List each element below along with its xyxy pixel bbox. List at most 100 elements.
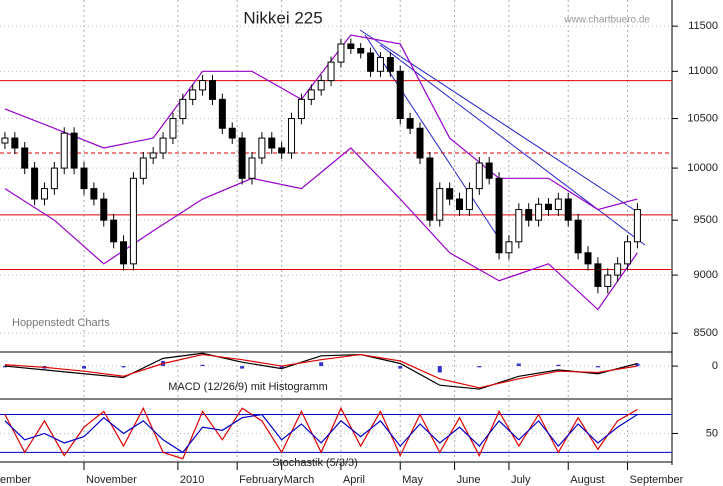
x-tick-label: July xyxy=(511,474,531,486)
candle-body xyxy=(159,137,167,154)
candle-body xyxy=(169,118,177,139)
candle-body xyxy=(525,209,533,221)
panel-label: Stochastik (5/3/3) xyxy=(272,457,358,469)
band-upper xyxy=(4,34,638,211)
candle-body xyxy=(189,89,197,100)
candle-body xyxy=(515,209,523,243)
histogram-bar xyxy=(477,366,482,368)
candle-body xyxy=(406,118,414,129)
macd-line xyxy=(4,352,638,390)
x-tick-label: May xyxy=(402,474,423,486)
histogram-bar xyxy=(2,366,7,368)
stoch-line xyxy=(4,406,638,460)
x-tick-label: February xyxy=(239,474,284,486)
note: Hoppenstedt Charts xyxy=(12,317,110,329)
candle-body xyxy=(584,252,592,265)
candle-body xyxy=(574,219,582,254)
histogram-bar xyxy=(595,366,600,368)
candle-body xyxy=(248,157,256,179)
candle-body xyxy=(485,162,493,179)
candle-body xyxy=(129,177,137,265)
candle-body xyxy=(416,127,424,159)
candle-body xyxy=(238,137,246,179)
candle-body xyxy=(60,132,68,169)
candle-body xyxy=(633,209,641,243)
y-tick-label: 10500 xyxy=(687,112,718,124)
y-tick-label: 0 xyxy=(712,360,718,372)
histogram-bar xyxy=(556,364,561,367)
candle-body xyxy=(149,152,157,159)
candle-body xyxy=(396,70,404,120)
candle-body xyxy=(594,263,602,287)
trend-line xyxy=(359,29,643,216)
candle-body xyxy=(347,43,355,49)
histogram-bar xyxy=(635,363,640,367)
candle-body xyxy=(218,98,226,129)
candle-body xyxy=(367,52,375,72)
x-tick-label: November xyxy=(86,474,137,486)
candle-body xyxy=(208,80,216,100)
candle-body xyxy=(475,162,483,190)
candle-body xyxy=(357,47,365,54)
candle-body xyxy=(614,263,622,276)
candle-body xyxy=(40,188,48,200)
histogram-bar xyxy=(398,366,403,369)
candle-body xyxy=(327,61,335,82)
candle-body xyxy=(564,198,572,221)
candle-body xyxy=(544,203,552,211)
x-tick-label: 2010 xyxy=(180,474,204,486)
histogram-bar xyxy=(200,364,205,367)
panel-label: MACD (12/26/9) mit Histogramm xyxy=(168,381,328,393)
band-lower xyxy=(4,147,638,311)
candle-body xyxy=(307,89,315,100)
candle-body xyxy=(100,198,108,221)
y-tick-label: 50 xyxy=(706,427,718,439)
candle-body xyxy=(21,147,29,169)
candle-body xyxy=(495,177,503,254)
histogram-bar xyxy=(82,366,86,369)
candle-body xyxy=(624,241,632,265)
histogram-bar xyxy=(516,363,521,367)
candle-body xyxy=(90,188,98,200)
candle-body xyxy=(317,80,325,91)
y-tick-label: 10000 xyxy=(687,162,718,174)
candle-body xyxy=(278,147,286,154)
candle-body xyxy=(228,127,236,139)
candle-body xyxy=(199,80,207,91)
candle-body xyxy=(50,167,58,190)
candle-body xyxy=(258,137,266,159)
x-tick-label: September xyxy=(630,474,684,486)
candle-body xyxy=(446,188,454,200)
source: www.chartbuero.de xyxy=(563,15,650,26)
chart-title: Nikkei 225 xyxy=(243,8,322,27)
candle-body xyxy=(436,188,444,221)
candle-body xyxy=(179,98,187,120)
histogram-bar xyxy=(121,366,126,368)
candle-body xyxy=(11,137,19,149)
candle-body xyxy=(1,137,9,144)
histogram-bar xyxy=(437,366,442,373)
candle-body xyxy=(288,118,296,154)
candle-body xyxy=(70,132,78,169)
histogram-bar xyxy=(319,362,324,367)
candle-body xyxy=(554,198,562,211)
histogram-bar xyxy=(240,366,245,369)
x-tick-label: August xyxy=(570,474,604,486)
candle-body xyxy=(465,188,473,211)
y-tick-label: 8500 xyxy=(694,327,718,339)
candle-body xyxy=(31,167,39,200)
candle-body xyxy=(268,137,276,149)
candle-body xyxy=(386,57,394,72)
y-tick-label: 11500 xyxy=(688,20,718,32)
candle-body xyxy=(120,241,128,265)
y-tick-label: 9500 xyxy=(694,214,718,226)
candle-body xyxy=(139,157,147,179)
candle-body xyxy=(376,57,384,72)
histogram-bar xyxy=(279,366,284,369)
candle-body xyxy=(456,198,464,211)
y-tick-label: 11000 xyxy=(688,65,718,77)
candle-body xyxy=(110,219,118,243)
candle-body xyxy=(426,157,434,221)
x-tick-label: ember xyxy=(0,474,32,486)
